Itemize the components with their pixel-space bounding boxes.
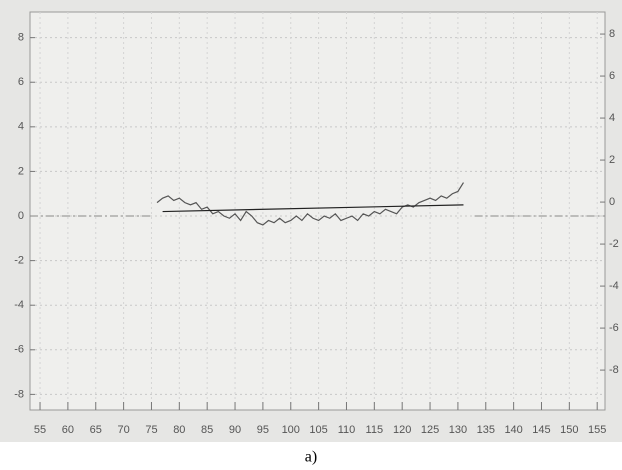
- x-tick-label: 90: [229, 424, 241, 436]
- y2-tick-label: -8: [609, 364, 619, 376]
- x-tick-label: 95: [257, 424, 269, 436]
- x-tick-label: 65: [90, 424, 102, 436]
- x-tick-label: 85: [201, 424, 213, 436]
- y2-tick-label: 0: [609, 196, 615, 208]
- y-tick-label: 8: [18, 32, 24, 44]
- y-tick-label: 6: [18, 76, 24, 88]
- x-tick-label: 70: [117, 424, 129, 436]
- x-tick-label: 80: [173, 424, 185, 436]
- x-tick-label: 105: [309, 424, 327, 436]
- x-tick-label: 130: [449, 424, 467, 436]
- x-tick-label: 115: [366, 424, 384, 436]
- x-tick-label: 55: [34, 424, 46, 436]
- y-tick-label: -6: [14, 344, 24, 356]
- y-tick-label: -2: [14, 255, 24, 267]
- y2-tick-label: 4: [609, 112, 615, 124]
- y2-tick-label: -4: [609, 280, 619, 292]
- x-tick-label: 60: [62, 424, 74, 436]
- data-line: [156, 182, 464, 226]
- x-tick-label: 155: [588, 424, 606, 436]
- x-tick-label: 100: [282, 424, 300, 436]
- y-tick-label: 0: [18, 210, 24, 222]
- x-tick-label: 110: [338, 424, 356, 436]
- y-tick-label: 4: [18, 121, 24, 133]
- y2-tick-label: 2: [609, 154, 615, 166]
- y2-tick-label: 6: [609, 70, 615, 82]
- y2-tick-label: 8: [609, 28, 615, 40]
- x-tick-label: 135: [477, 424, 495, 436]
- y2-tick-label: -6: [609, 322, 619, 334]
- caption: a): [305, 449, 317, 466]
- x-tick-label: 145: [532, 424, 550, 436]
- plot-area: [29, 11, 606, 411]
- x-tick-label: 140: [504, 424, 522, 436]
- y-tick-label: 2: [18, 165, 24, 177]
- y2-tick-label: -2: [609, 238, 619, 250]
- data-line: [162, 204, 464, 213]
- x-tick-label: 125: [421, 424, 439, 436]
- y-tick-label: -8: [14, 388, 24, 400]
- x-tick-label: 150: [560, 424, 578, 436]
- y-tick-label: -4: [14, 299, 24, 311]
- x-tick-label: 75: [145, 424, 157, 436]
- x-tick-label: 120: [393, 424, 411, 436]
